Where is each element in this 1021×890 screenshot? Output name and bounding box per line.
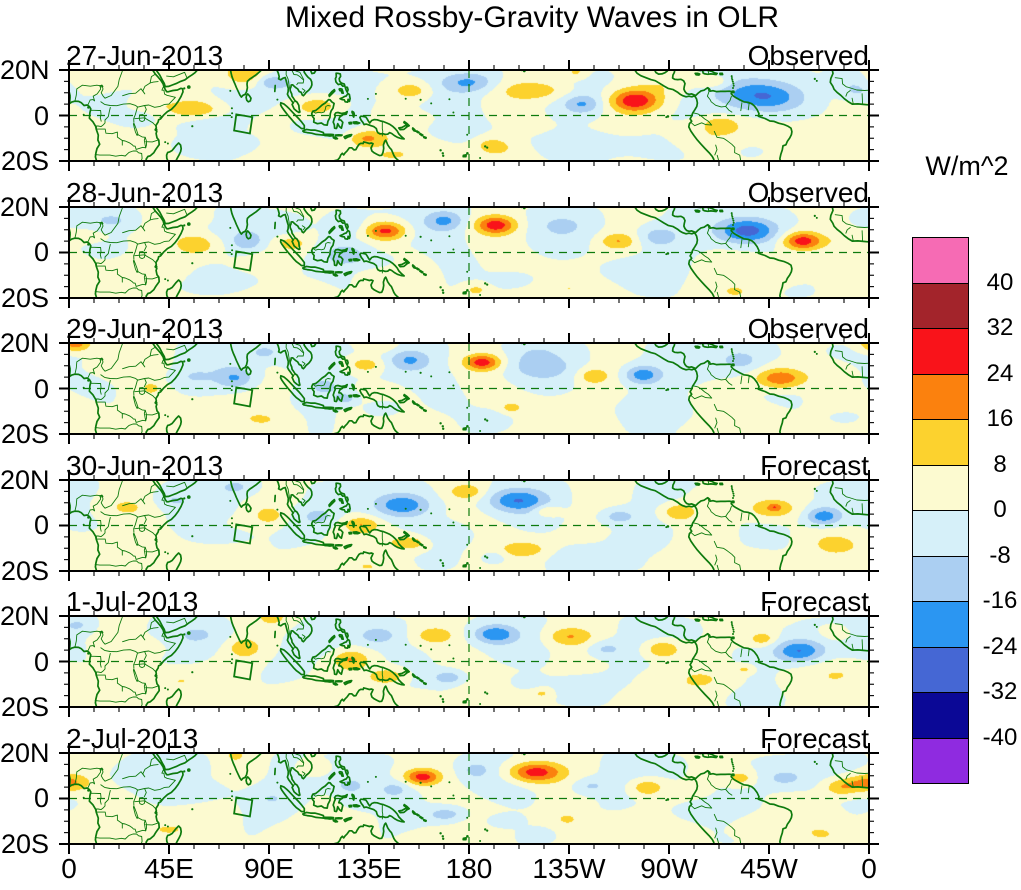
y-axis-tick-label: 20S bbox=[0, 282, 49, 313]
x-axis-tick-label: 135E bbox=[336, 853, 402, 884]
map-panel-1-Jul-2013: 1-Jul-2013 Forecast 20N 0 20S bbox=[0, 586, 880, 722]
y-axis-tick-label: 20N bbox=[0, 737, 50, 768]
colorbar-tick-label: 24 bbox=[986, 359, 1014, 387]
y-axis-tick-label: 20N bbox=[0, 464, 50, 495]
map-panel-2-Jul-2013: 2-Jul-2013 Forecast 20N 0 20S bbox=[0, 723, 880, 859]
colorbar-tick-label: -24 bbox=[982, 632, 1018, 660]
colorbar-cell bbox=[912, 692, 969, 739]
panel-source-label: Forecast bbox=[760, 722, 869, 754]
colorbar-cell bbox=[912, 737, 969, 784]
colorbar-tick-label: 40 bbox=[986, 268, 1014, 296]
map-overlay bbox=[58, 195, 880, 309]
y-axis-tick-label: 20N bbox=[0, 191, 50, 222]
x-axis-tick-label: 0 bbox=[61, 853, 77, 884]
colorbar-cell bbox=[912, 510, 969, 557]
map-panel-30-Jun-2013: 30-Jun-2013 Forecast 20N 0 20S bbox=[0, 450, 880, 586]
y-axis-tick-label: 20S bbox=[0, 419, 49, 449]
panel-frame-use bbox=[58, 59, 880, 172]
y-axis-tick-label: 20S bbox=[0, 828, 49, 859]
panel-date-label: 2-Jul-2013 bbox=[66, 722, 199, 754]
y-axis-tick-label: 0 bbox=[33, 510, 49, 540]
panel-date-label: 30-Jun-2013 bbox=[66, 449, 224, 481]
colorbar-cell bbox=[912, 419, 969, 466]
map-panel-28-Jun-2013: 28-Jun-2013 Observed 20N 0 20S bbox=[0, 177, 880, 313]
colorbar-cell bbox=[912, 328, 969, 375]
x-axis-tick-label: 0 bbox=[861, 853, 877, 884]
chart-title: Mixed Rossby-Gravity Waves in OLR bbox=[284, 1, 779, 34]
x-axis-tick-label: 90W bbox=[640, 853, 698, 884]
panel-frame-use bbox=[58, 741, 880, 855]
y-axis-tick-label: 20N bbox=[0, 55, 50, 85]
x-axis-tick-label: 45E bbox=[144, 853, 194, 884]
colorbar-tick-label: 16 bbox=[986, 405, 1014, 432]
panel-frame-use bbox=[58, 332, 880, 445]
y-axis-tick-label: 0 bbox=[33, 237, 49, 267]
y-axis-tick-label: 0 bbox=[33, 100, 49, 131]
y-axis-tick-label: 0 bbox=[33, 783, 49, 813]
colorbar-tick-label: 0 bbox=[993, 496, 1007, 523]
x-axis-tick-label: 45W bbox=[740, 853, 798, 884]
x-axis-tick-label: 135W bbox=[532, 853, 606, 884]
x-axis-tick-label: 90E bbox=[244, 853, 294, 884]
colorbar-cell bbox=[912, 237, 969, 284]
colorbar-tick-label: -16 bbox=[982, 587, 1018, 614]
y-axis-tick-label: 0 bbox=[33, 373, 49, 404]
panel-frame-use bbox=[58, 468, 880, 582]
y-axis-tick-label: 20N bbox=[0, 601, 50, 631]
map-overlay bbox=[58, 59, 880, 172]
panel-date-label: 28-Jun-2013 bbox=[66, 176, 224, 208]
map-panel-27-Jun-2013: 27-Jun-2013 Observed 20N 0 20S bbox=[0, 40, 880, 176]
colorbar-tick-label: 32 bbox=[986, 314, 1014, 341]
panel-date-label: 27-Jun-2013 bbox=[66, 40, 224, 71]
colorbar-tick-label: -40 bbox=[982, 723, 1018, 751]
y-axis-tick-label: 20S bbox=[0, 146, 49, 176]
panel-frame-use bbox=[58, 605, 880, 718]
colorbar-tick-label: -8 bbox=[989, 541, 1011, 569]
panel-date-label: 29-Jun-2013 bbox=[66, 313, 224, 344]
map-panel-29-Jun-2013: 29-Jun-2013 Observed 20N 0 20S bbox=[0, 313, 880, 449]
map-overlay bbox=[58, 468, 880, 582]
colorbar-units-label: W/m^2 bbox=[925, 151, 1009, 181]
panel-source-label: Observed bbox=[747, 176, 869, 208]
panel-source-label: Observed bbox=[747, 40, 869, 71]
y-axis-tick-label: 0 bbox=[33, 646, 49, 677]
map-overlay bbox=[58, 741, 880, 855]
panel-date-label: 1-Jul-2013 bbox=[66, 586, 199, 617]
panel-source-label: Observed bbox=[747, 313, 869, 344]
colorbar-tick-label: 8 bbox=[993, 450, 1007, 478]
x-axis-tick-label: 180 bbox=[445, 853, 493, 884]
panel-frame-use bbox=[58, 195, 880, 309]
colorbar-cell bbox=[912, 601, 969, 648]
map-overlay bbox=[58, 332, 880, 445]
colorbar-tick-label: -32 bbox=[982, 678, 1018, 705]
y-axis-tick-label: 20S bbox=[0, 555, 49, 586]
map-overlay bbox=[58, 605, 880, 718]
panel-source-label: Forecast bbox=[760, 586, 869, 617]
colorbar-cell bbox=[912, 373, 969, 420]
panel-source-label: Forecast bbox=[760, 449, 869, 481]
colorbar-cell bbox=[912, 464, 969, 511]
y-axis-tick-label: 20N bbox=[0, 328, 50, 358]
y-axis-tick-label: 20S bbox=[0, 692, 49, 722]
